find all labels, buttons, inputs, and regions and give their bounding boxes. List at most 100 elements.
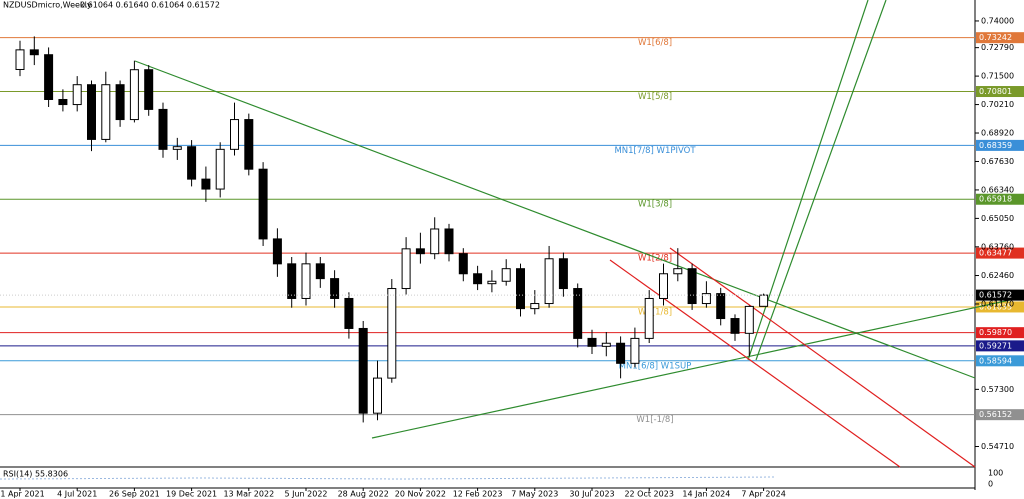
y-tick-label: 0.70210 xyxy=(981,100,1014,109)
level-label: MN1[6/8] W1SUP xyxy=(619,361,692,371)
candle-body xyxy=(373,377,382,414)
candle-body xyxy=(244,119,254,170)
chart-title: NZDUSDmicro,Weekly xyxy=(3,1,92,10)
x-tick-label: 7 May 2023 xyxy=(511,490,558,499)
x-tick-label: 28 Aug 2022 xyxy=(338,490,389,499)
candle-body xyxy=(172,146,182,150)
candle-body xyxy=(144,69,154,110)
candle-body xyxy=(415,248,425,255)
trend-line xyxy=(134,60,976,379)
level-label: W1[3/8] xyxy=(638,200,672,210)
candle-body xyxy=(558,258,568,290)
x-tick-label: 4 Jul 2021 xyxy=(57,490,97,499)
price-box-label: 0.59870 xyxy=(979,328,1012,337)
price-box xyxy=(976,409,1024,421)
candle-body xyxy=(401,248,411,290)
x-tick-label: 22 Oct 2023 xyxy=(624,490,673,499)
candle-body xyxy=(129,69,139,121)
candle-body xyxy=(616,342,626,364)
candle-body xyxy=(287,263,297,299)
rsi-line xyxy=(0,476,776,480)
price-box xyxy=(976,327,1024,339)
candle-body xyxy=(501,268,511,282)
price-box xyxy=(976,340,1024,352)
candle-body xyxy=(301,263,311,299)
candle-body xyxy=(644,297,654,339)
level-label: W1[5/8] xyxy=(638,92,672,102)
price-box xyxy=(976,355,1024,367)
candle-body xyxy=(530,303,540,310)
x-tick-label: 11 Apr 2021 xyxy=(0,490,45,499)
price-box-label: 0.56152 xyxy=(979,410,1012,419)
candle-body xyxy=(673,268,683,275)
x-tick-label: 14 Jan 2024 xyxy=(682,490,730,499)
candle-body xyxy=(330,278,340,299)
candle-body xyxy=(516,268,525,310)
candle-body xyxy=(759,294,769,307)
candle-body xyxy=(272,238,282,265)
x-tick-label: 19 Dec 2021 xyxy=(166,490,217,499)
rsi-tick: 100 xyxy=(988,469,1003,478)
x-tick-label: 7 Apr 2024 xyxy=(741,490,785,499)
candle-body xyxy=(458,253,468,275)
price-box-label: 0.61035 xyxy=(979,302,1012,311)
y-tick-label: 0.57300 xyxy=(981,385,1014,394)
y-tick-label: 0.66340 xyxy=(981,185,1014,194)
x-tick-label: 12 Feb 2023 xyxy=(453,490,503,499)
y-tick-label: 0.62460 xyxy=(981,271,1014,280)
x-tick-label: 5 Jun 2022 xyxy=(284,490,327,499)
price-box xyxy=(976,32,1024,44)
candle-body xyxy=(72,84,82,106)
candle-body xyxy=(58,98,68,106)
level-label: W1[-1/8] xyxy=(636,415,673,425)
candle-body xyxy=(258,168,268,240)
trend-line xyxy=(669,247,976,468)
candle-body xyxy=(473,273,483,285)
price-box xyxy=(976,247,1024,259)
candle-body xyxy=(187,146,197,180)
candle-body xyxy=(544,258,554,305)
candle-body xyxy=(230,119,239,150)
candle-body xyxy=(44,54,54,100)
price-box-label: 0.65918 xyxy=(979,195,1012,204)
candle-body xyxy=(587,337,597,347)
level-label: MN1[7/8] W1PIVOT xyxy=(614,146,696,156)
level-label: W1[1/8] xyxy=(638,307,672,317)
y-tick-label: 0.74000 xyxy=(981,16,1014,25)
price-box-label: 0.70801 xyxy=(979,87,1012,96)
x-tick-label: 26 Sep 2021 xyxy=(109,490,160,499)
price-box-label: 0.68359 xyxy=(979,141,1012,150)
price-box xyxy=(976,139,1024,151)
candle-body xyxy=(115,84,125,121)
price-box-label: 0.73242 xyxy=(979,33,1012,42)
current-price-label: 0.61572 xyxy=(979,291,1012,300)
trend-line xyxy=(371,296,1024,439)
candle-body xyxy=(315,263,325,280)
x-tick-label: 30 Jul 2023 xyxy=(569,490,614,499)
candle-body xyxy=(101,84,111,140)
level-label: W1[6/8] xyxy=(638,38,672,48)
trend-line xyxy=(755,0,887,361)
x-tick-label: 13 Mar 2022 xyxy=(223,490,274,499)
levels: W1[6/8] 0.73242 W1[5/8] 0.70801 MN1[7/8] W1P… xyxy=(0,32,1024,425)
price-box xyxy=(976,86,1024,98)
candle-body xyxy=(358,327,368,414)
candle-body xyxy=(444,228,454,255)
candle-body xyxy=(601,342,611,347)
current-price-box xyxy=(976,289,1024,301)
price-box-label: 0.59271 xyxy=(979,341,1012,350)
candle-body xyxy=(87,84,96,140)
trend-line xyxy=(609,259,901,468)
y-tick-label: 0.61170 xyxy=(981,299,1014,308)
candle-body xyxy=(387,288,397,379)
candle-body xyxy=(573,288,583,339)
x-tick-label: 20 Nov 2022 xyxy=(395,490,446,499)
y-tick-label: 0.71500 xyxy=(981,72,1014,81)
price-box xyxy=(976,301,1024,313)
candle-body xyxy=(687,268,697,305)
candle-body xyxy=(29,49,39,56)
y-tick-label: 0.68920 xyxy=(981,129,1014,138)
candle-body xyxy=(701,293,711,305)
